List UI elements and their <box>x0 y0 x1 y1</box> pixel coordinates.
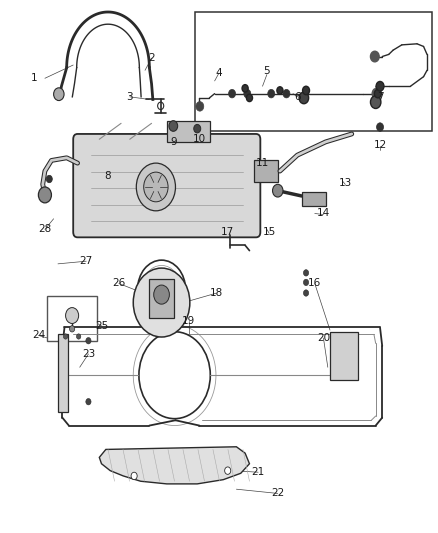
Circle shape <box>304 279 309 286</box>
Circle shape <box>131 472 137 480</box>
Text: 26: 26 <box>112 278 126 288</box>
Text: 20: 20 <box>317 333 330 343</box>
Bar <box>254 160 278 182</box>
Text: 18: 18 <box>210 288 223 298</box>
Text: 22: 22 <box>271 488 284 498</box>
Text: 19: 19 <box>182 316 195 326</box>
Text: 9: 9 <box>170 137 177 147</box>
Text: 1: 1 <box>31 73 37 83</box>
Text: 25: 25 <box>95 321 108 331</box>
Bar <box>302 192 325 206</box>
Circle shape <box>66 308 79 324</box>
Polygon shape <box>99 447 250 484</box>
Circle shape <box>372 88 381 99</box>
Text: 6: 6 <box>294 92 300 102</box>
Text: 7: 7 <box>377 92 383 102</box>
Bar <box>167 120 210 142</box>
Circle shape <box>77 334 81 339</box>
Circle shape <box>242 85 248 92</box>
Text: 17: 17 <box>221 227 234 237</box>
Text: 12: 12 <box>374 140 387 150</box>
Circle shape <box>136 163 176 211</box>
Circle shape <box>268 90 275 98</box>
Circle shape <box>377 123 384 131</box>
Circle shape <box>374 90 381 98</box>
Bar <box>195 12 432 131</box>
Text: 21: 21 <box>251 467 265 477</box>
Circle shape <box>371 96 381 109</box>
Circle shape <box>277 87 283 94</box>
Circle shape <box>283 90 290 98</box>
Circle shape <box>53 88 64 101</box>
Circle shape <box>247 94 253 102</box>
Circle shape <box>304 290 309 296</box>
Text: 14: 14 <box>317 208 330 219</box>
Circle shape <box>169 120 178 131</box>
Bar <box>330 332 358 381</box>
FancyBboxPatch shape <box>73 134 260 237</box>
Text: 3: 3 <box>127 92 133 102</box>
Text: 8: 8 <box>105 172 111 181</box>
Circle shape <box>229 90 236 98</box>
Circle shape <box>39 187 51 203</box>
Text: 5: 5 <box>264 67 270 76</box>
Text: 4: 4 <box>215 68 223 78</box>
Text: 28: 28 <box>38 224 52 235</box>
Circle shape <box>154 285 170 304</box>
Text: 15: 15 <box>262 227 276 237</box>
Text: 13: 13 <box>339 177 352 188</box>
Bar <box>149 279 174 318</box>
Text: 23: 23 <box>82 349 95 359</box>
Circle shape <box>86 399 91 405</box>
Text: 27: 27 <box>80 256 93 266</box>
Circle shape <box>133 268 190 337</box>
Circle shape <box>304 270 309 276</box>
Text: 16: 16 <box>308 278 321 288</box>
Circle shape <box>299 92 309 104</box>
Circle shape <box>272 184 283 197</box>
Circle shape <box>371 51 379 62</box>
Text: 10: 10 <box>193 134 206 144</box>
Bar <box>47 296 97 341</box>
Circle shape <box>86 337 91 344</box>
Text: 11: 11 <box>256 158 269 168</box>
Circle shape <box>144 172 168 202</box>
Circle shape <box>225 467 231 474</box>
Circle shape <box>244 90 251 98</box>
Circle shape <box>70 326 75 332</box>
Circle shape <box>194 124 201 133</box>
Circle shape <box>46 175 52 183</box>
Circle shape <box>303 86 310 95</box>
Circle shape <box>376 82 384 91</box>
Bar <box>58 334 67 413</box>
Circle shape <box>64 334 68 339</box>
Text: 2: 2 <box>148 53 155 63</box>
Circle shape <box>196 102 204 111</box>
Text: 24: 24 <box>32 330 45 341</box>
Circle shape <box>139 332 210 419</box>
